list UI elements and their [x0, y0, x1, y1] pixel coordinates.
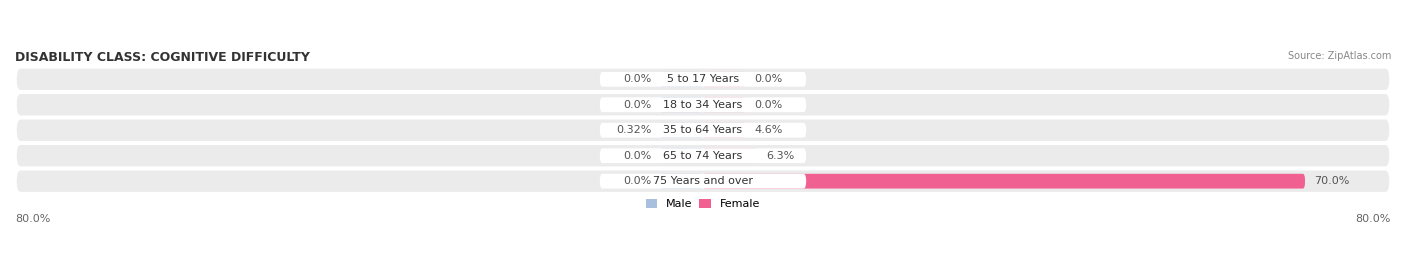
- FancyBboxPatch shape: [659, 174, 703, 189]
- FancyBboxPatch shape: [703, 72, 747, 87]
- FancyBboxPatch shape: [600, 174, 806, 189]
- FancyBboxPatch shape: [659, 72, 703, 87]
- FancyBboxPatch shape: [17, 94, 1389, 116]
- Text: 6.3%: 6.3%: [766, 151, 794, 161]
- FancyBboxPatch shape: [600, 72, 806, 87]
- FancyBboxPatch shape: [703, 97, 747, 112]
- Text: 0.0%: 0.0%: [623, 176, 651, 186]
- Text: 4.6%: 4.6%: [755, 125, 783, 135]
- FancyBboxPatch shape: [703, 148, 758, 163]
- FancyBboxPatch shape: [659, 123, 703, 138]
- FancyBboxPatch shape: [17, 145, 1389, 166]
- Text: 70.0%: 70.0%: [1313, 176, 1348, 186]
- Text: 0.0%: 0.0%: [755, 74, 783, 84]
- Text: 80.0%: 80.0%: [15, 214, 51, 224]
- Text: 0.0%: 0.0%: [755, 100, 783, 110]
- FancyBboxPatch shape: [659, 97, 703, 112]
- Text: 65 to 74 Years: 65 to 74 Years: [664, 151, 742, 161]
- Text: Source: ZipAtlas.com: Source: ZipAtlas.com: [1288, 51, 1391, 61]
- Text: 35 to 64 Years: 35 to 64 Years: [664, 125, 742, 135]
- FancyBboxPatch shape: [17, 120, 1389, 141]
- FancyBboxPatch shape: [600, 123, 806, 138]
- FancyBboxPatch shape: [600, 97, 806, 112]
- FancyBboxPatch shape: [703, 174, 1305, 189]
- Text: 0.32%: 0.32%: [616, 125, 651, 135]
- FancyBboxPatch shape: [659, 148, 703, 163]
- Text: DISABILITY CLASS: COGNITIVE DIFFICULTY: DISABILITY CLASS: COGNITIVE DIFFICULTY: [15, 51, 309, 64]
- Text: 80.0%: 80.0%: [1355, 214, 1391, 224]
- FancyBboxPatch shape: [600, 148, 806, 163]
- Text: 18 to 34 Years: 18 to 34 Years: [664, 100, 742, 110]
- Text: 0.0%: 0.0%: [623, 151, 651, 161]
- Text: 0.0%: 0.0%: [623, 100, 651, 110]
- Legend: Male, Female: Male, Female: [641, 195, 765, 214]
- FancyBboxPatch shape: [703, 123, 747, 138]
- FancyBboxPatch shape: [17, 69, 1389, 90]
- Text: 5 to 17 Years: 5 to 17 Years: [666, 74, 740, 84]
- Text: 0.0%: 0.0%: [623, 74, 651, 84]
- FancyBboxPatch shape: [17, 170, 1389, 192]
- Text: 75 Years and over: 75 Years and over: [652, 176, 754, 186]
